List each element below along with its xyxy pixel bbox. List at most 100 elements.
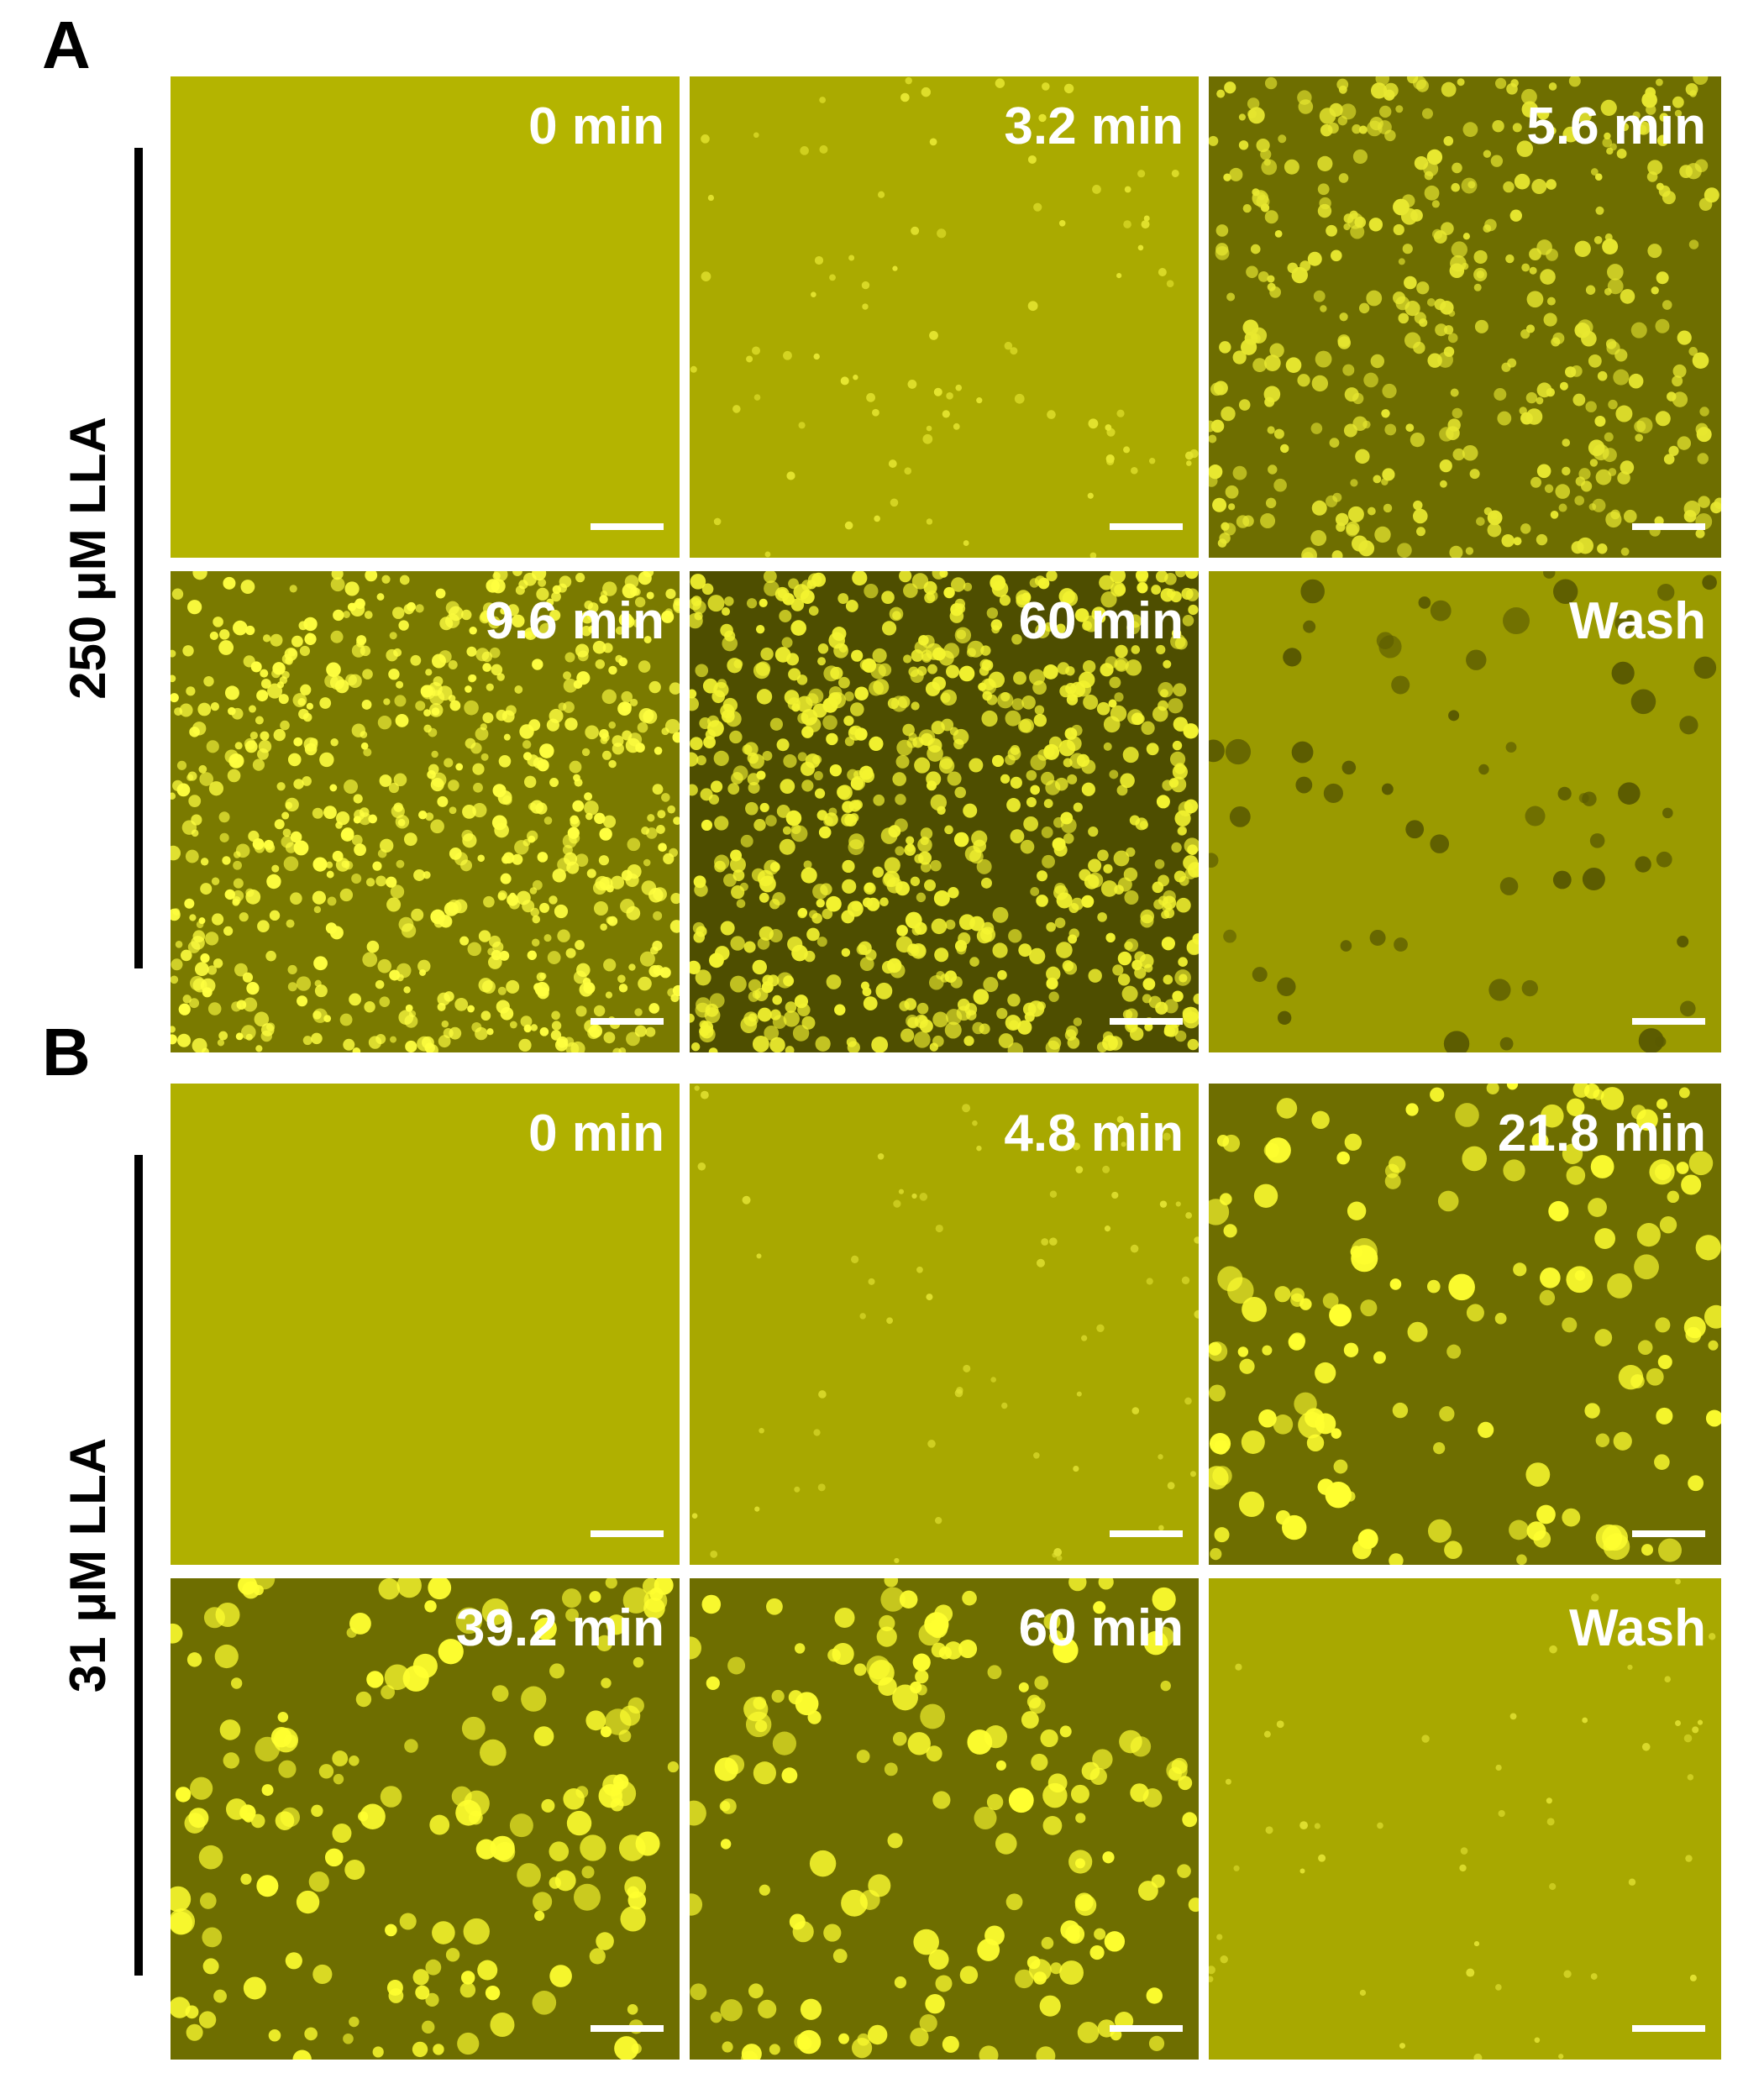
particle: [1427, 1279, 1441, 1294]
particle: [626, 1031, 640, 1047]
particle: [953, 738, 964, 750]
particle: [701, 134, 710, 144]
particle: [1525, 806, 1546, 827]
particle: [1430, 834, 1450, 853]
particle: [848, 255, 855, 261]
particle: [797, 752, 807, 762]
particle: [363, 748, 372, 757]
particle: [1685, 163, 1702, 180]
particle: [304, 2027, 318, 2041]
side-label: 250 μM LLA: [60, 417, 116, 700]
particle: [1055, 777, 1068, 791]
particle: [351, 873, 362, 884]
particle: [469, 674, 477, 682]
particle: [1391, 675, 1410, 695]
particle: [873, 794, 885, 806]
particle: [690, 597, 701, 611]
particle: [1046, 921, 1056, 932]
particle: [796, 695, 813, 713]
particle: [894, 1976, 907, 1989]
particle: [1447, 418, 1461, 432]
particle: [1674, 109, 1683, 118]
particle: [372, 861, 382, 871]
particle: [213, 1989, 227, 2003]
particle: [1088, 968, 1102, 983]
particle: [1146, 1278, 1153, 1285]
particle: [189, 727, 200, 737]
particle: [199, 772, 214, 786]
particle: [202, 987, 213, 998]
particle: [1614, 612, 1635, 633]
particle: [854, 686, 869, 701]
particle: [1310, 530, 1327, 546]
particle: [1020, 839, 1035, 854]
particle: [1501, 533, 1515, 548]
particle: [1655, 411, 1671, 427]
particle: [976, 1145, 982, 1152]
particle: [721, 1798, 737, 1814]
particle: [343, 611, 350, 618]
particle: [502, 852, 515, 864]
time-label: 4.8 min: [1004, 1105, 1184, 1162]
particle: [1042, 1815, 1063, 1835]
particle: [1521, 88, 1537, 105]
particle: [1089, 1767, 1107, 1785]
particle: [499, 950, 510, 961]
particle: [1578, 468, 1591, 480]
particle: [419, 968, 427, 976]
particle: [615, 626, 624, 635]
particle: [1042, 854, 1055, 869]
particle: [1062, 960, 1074, 972]
particle: [935, 1975, 953, 1992]
particle: [192, 571, 207, 580]
particle: [1158, 268, 1167, 277]
particle: [1143, 215, 1150, 222]
particle: [1182, 614, 1194, 627]
particle: [1544, 484, 1554, 493]
particle: [1273, 428, 1284, 439]
particle: [1574, 496, 1584, 506]
particle: [1530, 476, 1542, 488]
particle: [1384, 423, 1397, 436]
particle: [800, 761, 815, 776]
particle: [265, 950, 276, 962]
particle: [1483, 150, 1492, 158]
particle: [934, 947, 949, 963]
particle: [336, 811, 350, 826]
particle: [628, 963, 636, 971]
particle: [254, 1011, 270, 1027]
particle: [701, 1090, 709, 1099]
particle: [1702, 575, 1717, 590]
particle: [851, 649, 864, 662]
particle: [1329, 1304, 1352, 1327]
particle: [1183, 723, 1199, 739]
particle: [772, 995, 782, 1005]
particle: [468, 1810, 483, 1825]
particle: [771, 1689, 785, 1703]
particle: [967, 640, 984, 658]
particle: [932, 1035, 944, 1047]
particle: [1059, 1960, 1084, 1985]
particle: [543, 816, 553, 825]
particle: [171, 792, 176, 800]
particle: [1235, 1663, 1242, 1671]
particle: [1221, 522, 1230, 531]
particle: [622, 702, 632, 712]
particle: [1037, 870, 1048, 882]
particle: [972, 1021, 984, 1035]
particle: [1370, 354, 1385, 369]
particle: [1533, 1530, 1551, 1548]
particle: [1067, 1929, 1080, 1943]
particle: [231, 1001, 242, 1012]
particle: [890, 498, 899, 507]
particle: [1395, 105, 1404, 113]
particle: [1655, 318, 1670, 333]
particle: [1174, 1030, 1187, 1042]
particle: [1264, 210, 1278, 224]
particle: [1184, 1397, 1192, 1405]
particle: [1352, 124, 1362, 134]
particle: [779, 609, 792, 622]
particle: [1441, 81, 1457, 97]
particle: [819, 144, 828, 154]
particle: [958, 1640, 978, 1659]
